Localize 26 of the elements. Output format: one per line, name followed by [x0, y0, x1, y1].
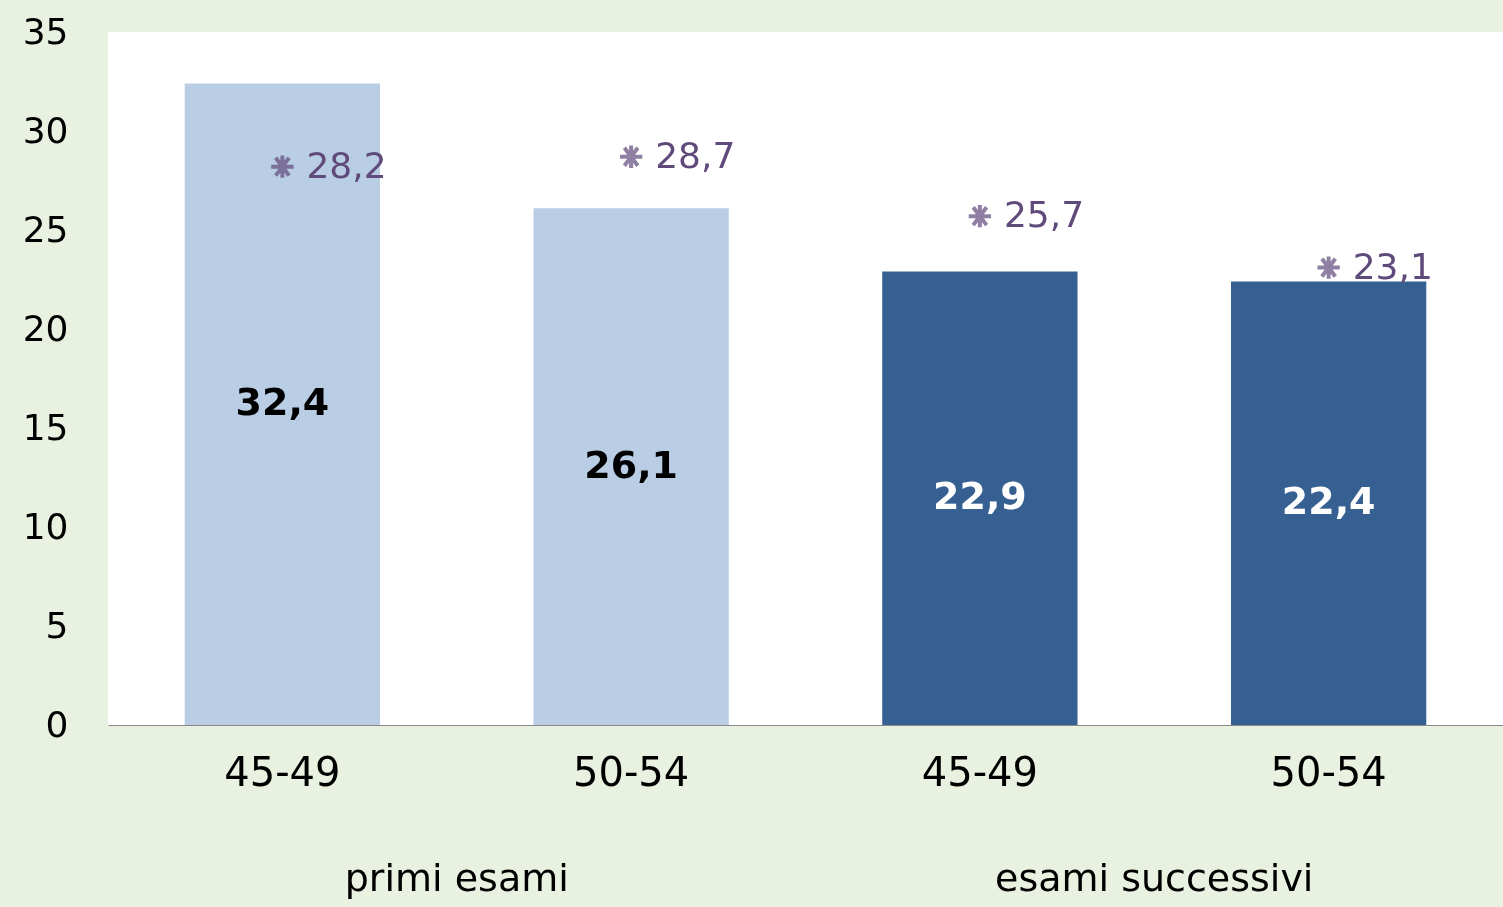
- text: esami successivi: [995, 856, 1314, 900]
- data-label: 28,7: [655, 134, 736, 176]
- y-tick-label: 35: [22, 10, 69, 52]
- bar: [533, 208, 729, 725]
- y-tick-label: 25: [22, 208, 69, 250]
- data-label: 28,2: [306, 144, 387, 186]
- bar: [882, 271, 1078, 725]
- data-label: 23,1: [1352, 245, 1433, 287]
- x-tick-label: 50-54: [1270, 748, 1387, 795]
- data-label: 22,9: [932, 474, 1027, 519]
- x-tick-label: 45-49: [921, 748, 1038, 795]
- data-label: 32,4: [235, 380, 330, 425]
- data-label: 22,4: [1281, 479, 1376, 524]
- y-tick-label: 5: [45, 604, 69, 646]
- y-tick-label: 15: [22, 406, 69, 448]
- bar: [184, 83, 381, 725]
- y-tick-label: 10: [22, 505, 69, 547]
- data-label: 26,1: [584, 442, 679, 487]
- y-tick-label: 30: [22, 109, 69, 151]
- bar: [1230, 281, 1427, 725]
- y-tick-label: 0: [45, 703, 69, 745]
- x-tick-label: 45-49: [224, 748, 341, 795]
- text: primi esami: [344, 856, 569, 900]
- data-label: 25,7: [1003, 194, 1085, 236]
- x-tick-label: 50-54: [573, 748, 690, 795]
- y-tick-label: 20: [22, 307, 69, 349]
